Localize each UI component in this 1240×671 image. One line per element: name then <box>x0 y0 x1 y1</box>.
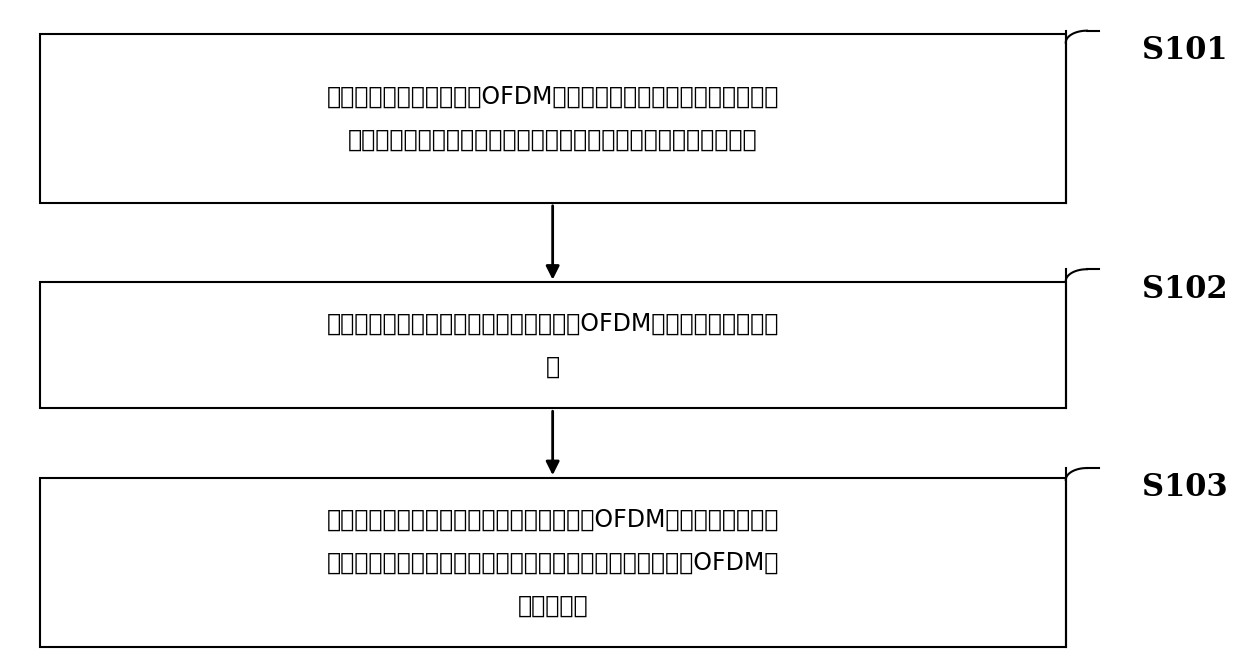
Text: 通过提取截面中离散谱线估计出时频重叠OFDM信号的分量信号总功: 通过提取截面中离散谱线估计出时频重叠OFDM信号的分量信号总功 <box>326 312 779 336</box>
Text: S103: S103 <box>1142 472 1228 503</box>
Bar <box>40 34 1065 203</box>
Text: 率: 率 <box>546 355 559 379</box>
Text: 号的过采样率相等和不相等时，分别截取时延小于码片时间的截面: 号的过采样率相等和不相等时，分别截取时延小于码片时间的截面 <box>348 128 758 152</box>
Bar <box>40 478 1065 647</box>
Text: S102: S102 <box>1142 274 1228 305</box>
Text: 号的信噪比: 号的信噪比 <box>517 594 588 617</box>
Text: S101: S101 <box>1142 35 1228 66</box>
Text: 在时延和循环频率均为零时，通过时频重叠OFDM信号的循环自相关: 在时延和循环频率均为零时，通过时频重叠OFDM信号的循环自相关 <box>326 507 779 531</box>
Text: 计算出所接收的时频重叠OFDM信号的循环自相关函数，并在分量信: 计算出所接收的时频重叠OFDM信号的循环自相关函数，并在分量信 <box>326 85 779 109</box>
Bar <box>40 282 1065 409</box>
Text: 函数的值估计出所接收信号的总功率，从而估计出时频重叠OFDM信: 函数的值估计出所接收信号的总功率，从而估计出时频重叠OFDM信 <box>326 550 779 574</box>
